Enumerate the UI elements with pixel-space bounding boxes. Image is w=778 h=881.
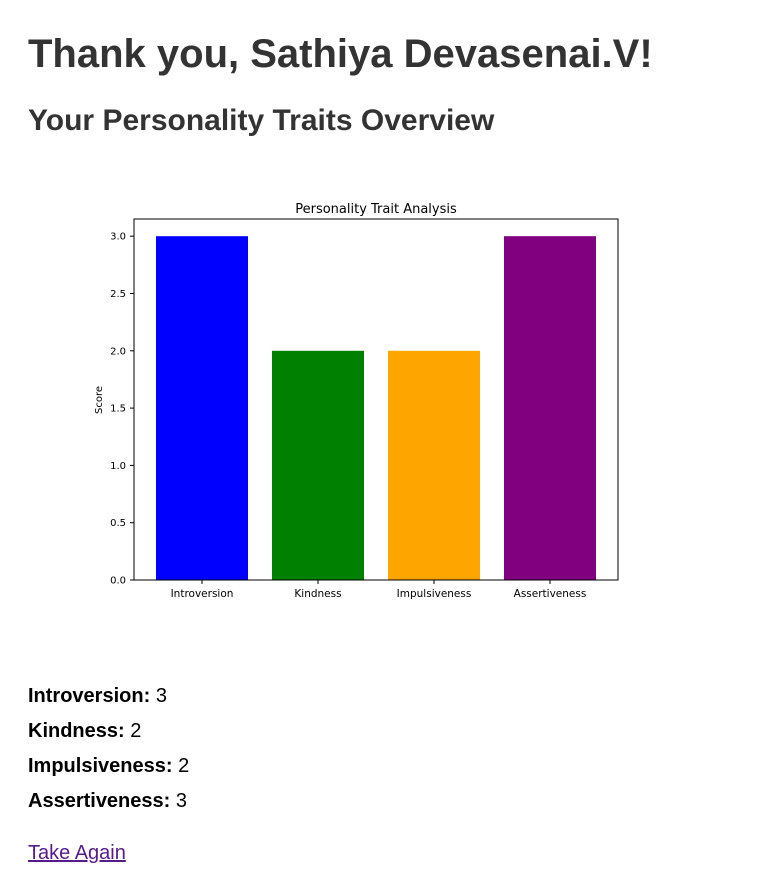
x-axis-ticks: Introversion Kindness Impulsiveness Asserti… <box>171 580 587 600</box>
score-value: 2 <box>178 755 190 777</box>
bar-assertiveness <box>504 236 596 580</box>
chart-bars <box>156 236 596 580</box>
chart-title: Personality Trait Analysis <box>295 202 457 217</box>
score-item-impulsiveness: Impulsiveness: 2 <box>28 754 189 778</box>
y-tick-label: 2.0 <box>110 346 126 357</box>
take-again-link[interactable]: Take Again <box>28 842 126 864</box>
score-value: 3 <box>155 685 167 707</box>
score-label: Introversion: <box>28 685 151 707</box>
y-axis-label: Score <box>94 386 105 414</box>
bar-introversion <box>156 236 248 580</box>
score-label: Impulsiveness: <box>28 755 173 777</box>
score-item-assertiveness: Assertiveness: 3 <box>28 789 189 813</box>
score-label: Assertiveness: <box>28 790 171 812</box>
score-value: 3 <box>175 790 187 812</box>
bar-impulsiveness <box>388 350 480 580</box>
y-tick-label: 3.0 <box>110 232 126 243</box>
chart-svg: Personality Trait Analysis Score 0.0 0.5 1… <box>94 202 619 600</box>
y-axis-ticks: 0.0 0.5 1.0 1.5 2.0 2.5 3.0 <box>110 232 134 587</box>
score-item-kindness: Kindness: 2 <box>28 719 189 743</box>
x-tick-label: Impulsiveness <box>397 588 472 600</box>
score-value: 2 <box>130 720 142 742</box>
x-tick-label: Assertiveness <box>514 588 587 600</box>
overview-heading: Your Personality Traits Overview <box>28 104 495 137</box>
score-item-introversion: Introversion: 3 <box>28 684 189 708</box>
thank-you-heading: Thank you, Sathiya Devasenai.V! <box>28 32 653 76</box>
y-tick-label: 1.5 <box>110 404 126 415</box>
score-list: Introversion: 3 Kindness: 2 Impulsivenes… <box>28 684 189 824</box>
x-tick-label: Introversion <box>171 588 234 600</box>
plot-frame <box>133 218 619 581</box>
y-tick-label: 0.0 <box>110 576 126 587</box>
bar-kindness <box>272 350 364 580</box>
x-tick-label: Kindness <box>294 588 341 600</box>
y-tick-label: 0.5 <box>110 518 126 529</box>
score-label: Kindness: <box>28 720 125 742</box>
personality-chart: Personality Trait Analysis Score 0.0 0.5 1… <box>60 190 640 610</box>
y-tick-label: 1.0 <box>110 461 126 472</box>
y-tick-label: 2.5 <box>110 289 126 300</box>
